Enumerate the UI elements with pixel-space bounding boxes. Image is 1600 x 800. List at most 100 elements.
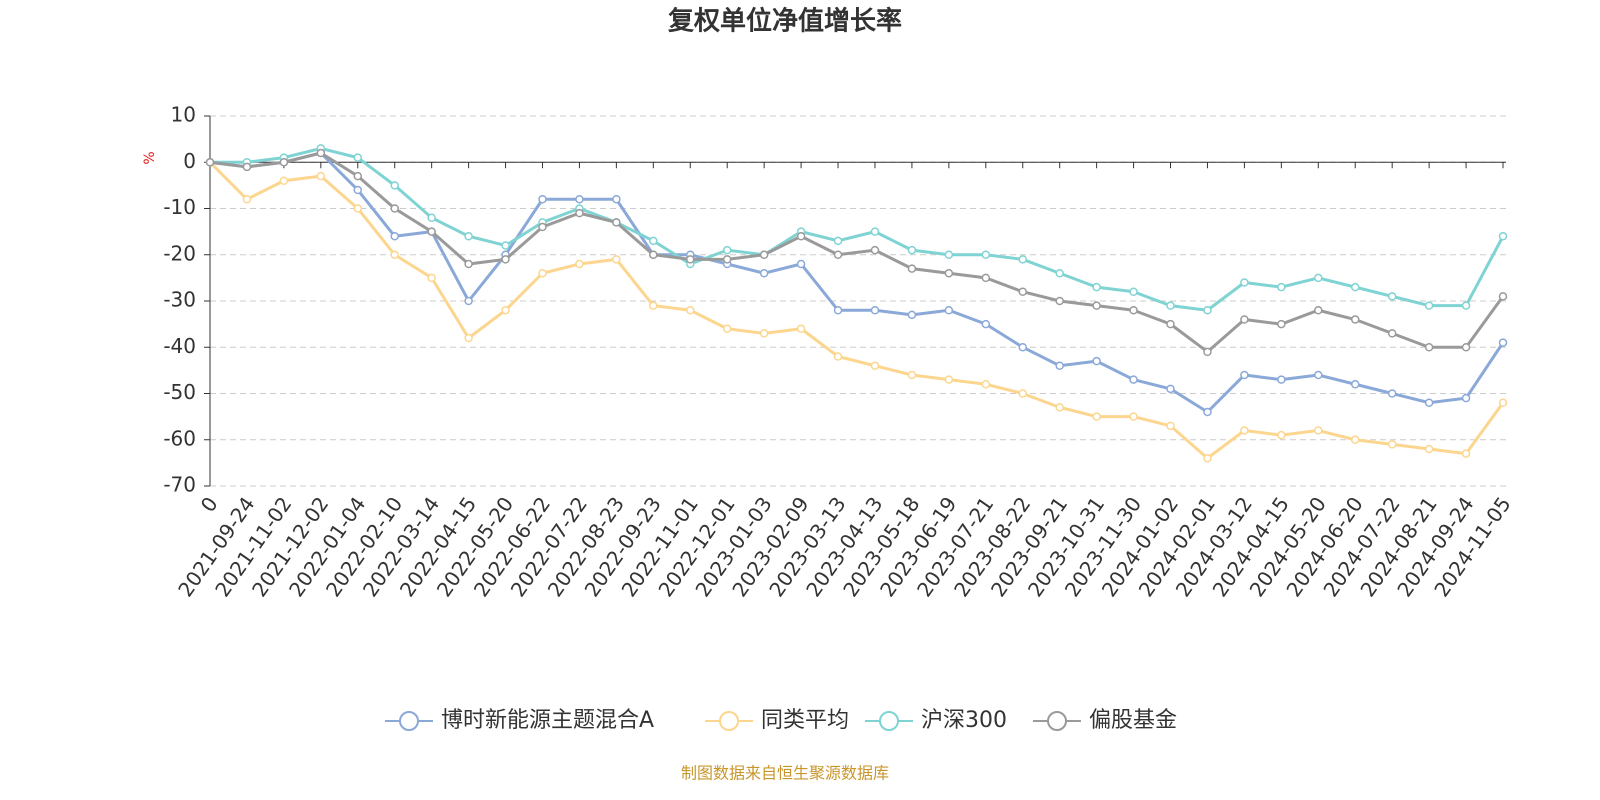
data-point: [1498, 338, 1508, 347]
data-point: [501, 241, 510, 250]
data-point: [981, 319, 991, 329]
data-point: [242, 162, 252, 172]
data-point: [1498, 232, 1508, 241]
data-point: [1277, 375, 1286, 384]
data-point: [649, 236, 658, 246]
data-point: [796, 324, 806, 333]
data-point: [1277, 319, 1286, 329]
data-point: [205, 158, 215, 167]
data-point: [612, 195, 621, 204]
data-point: [1350, 435, 1360, 444]
data-point: [390, 232, 399, 241]
data-point: [1203, 306, 1212, 315]
y-tick-label: -70: [163, 473, 196, 497]
data-point: [907, 264, 917, 273]
series-line: [210, 146, 1505, 312]
data-point: [1092, 301, 1101, 310]
data-point: [722, 255, 732, 264]
legend-marker: [879, 711, 899, 731]
data-point: [538, 269, 547, 278]
legend-marker: [719, 711, 739, 731]
data-point: [1240, 370, 1249, 380]
data-point: [427, 273, 436, 283]
data-point: [575, 208, 584, 218]
data-point: [649, 250, 658, 259]
data-point: [981, 250, 991, 259]
data-point: [759, 269, 769, 278]
data-point: [1129, 287, 1138, 296]
data-point: [1277, 430, 1286, 440]
data-point: [353, 171, 363, 181]
data-point: [1314, 426, 1323, 435]
data-point: [390, 181, 399, 190]
data-point: [1055, 361, 1064, 370]
y-tick-label: -30: [163, 288, 196, 312]
data-point: [427, 227, 436, 236]
data-point: [353, 185, 363, 195]
data-point: [870, 245, 880, 255]
data-point: [316, 148, 326, 158]
data-point: [1461, 343, 1471, 352]
data-point: [464, 232, 473, 241]
data-point: [1092, 282, 1101, 292]
y-tick-label: -50: [163, 380, 196, 404]
data-point: [1203, 454, 1212, 463]
data-point: [575, 259, 584, 269]
data-point: [464, 296, 473, 306]
data-point: [1350, 380, 1360, 389]
data-point: [1424, 444, 1434, 454]
y-tick-label: 0: [183, 149, 196, 173]
data-point: [907, 310, 917, 320]
data-point: [612, 218, 621, 227]
data-point: [279, 158, 289, 167]
data-point: [1129, 412, 1138, 421]
data-point: [944, 306, 954, 315]
data-point: [870, 227, 880, 236]
data-point: [390, 204, 399, 213]
legend-marker: [1047, 711, 1067, 731]
data-point: [944, 269, 954, 278]
legend-marker: [399, 711, 419, 731]
data-point: [501, 306, 510, 315]
series-line: [208, 161, 1505, 461]
y-tick-label: -40: [163, 334, 196, 358]
y-tick-label: -60: [163, 426, 196, 450]
data-point: [1350, 282, 1360, 292]
series-line: [209, 151, 1505, 414]
data-point: [1166, 301, 1175, 310]
data-point: [1424, 398, 1434, 407]
data-point: [870, 361, 880, 370]
data-point: [981, 380, 991, 389]
data-point: [759, 250, 769, 259]
data-point: [575, 195, 584, 204]
data-point: [1203, 407, 1212, 417]
series-line: [209, 151, 1505, 354]
y-axis-label: %: [142, 151, 158, 164]
data-point: [907, 245, 917, 255]
y-tick-label: 10: [171, 103, 196, 127]
data-point: [1018, 255, 1027, 264]
data-point: [1387, 292, 1397, 301]
data-point: [1240, 426, 1249, 435]
data-point: [1387, 329, 1397, 338]
data-point: [1424, 343, 1434, 352]
data-point: [1018, 287, 1027, 296]
data-point: [1166, 384, 1175, 394]
data-point: [833, 236, 843, 246]
data-point: [464, 259, 473, 269]
data-point: [1314, 273, 1323, 283]
data-point: [1277, 282, 1286, 292]
data-point: [1129, 306, 1138, 315]
data-point: [944, 375, 954, 384]
data-point: [833, 306, 843, 315]
data-point: [1018, 343, 1027, 352]
data-point: [833, 352, 843, 361]
data-point: [722, 324, 732, 333]
data-point: [833, 250, 843, 259]
data-point: [1166, 421, 1175, 431]
data-point: [1018, 389, 1027, 398]
data-point: [981, 273, 991, 283]
data-point: [353, 153, 363, 162]
data-point: [1350, 315, 1360, 324]
